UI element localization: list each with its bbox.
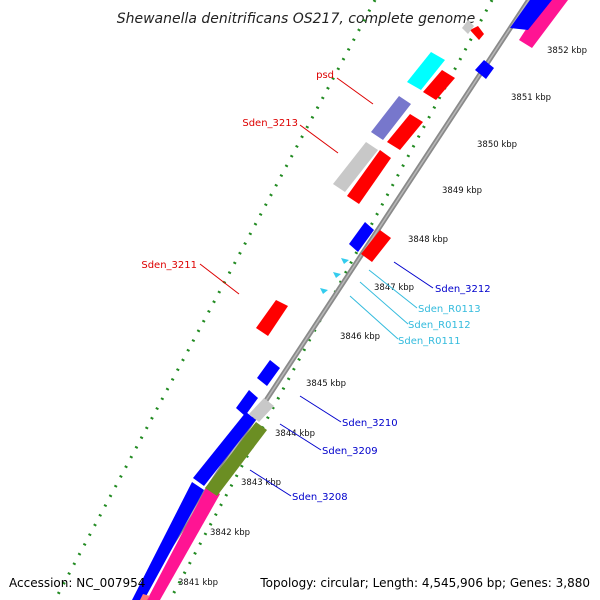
leader-sden3209 [279,423,322,451]
trna-r0113 [341,258,349,264]
feature-olive-track [205,422,267,496]
feature-pink-track [147,486,220,600]
label-sden-r0112: Sden_R0112 [408,320,471,331]
feature-red-1 [423,70,455,100]
feature-blue-5 [257,360,280,386]
label-sden-r0111: Sden_R0111 [398,336,461,347]
leader-sden3211 [199,263,240,295]
label-sden3213: Sden_3213 [242,118,298,129]
feature-grey-3209 [249,398,274,422]
kbp-tick-3850: 3850 kbp [477,140,517,150]
genome-title: Shewanella denitrificans OS217, complete… [117,11,476,27]
trna-r0112 [333,272,341,278]
feature-red-2 [387,114,423,150]
feature-blue-3208 [132,482,204,600]
topology-text: Topology: circular; Length: 4,545,906 bp… [259,576,590,590]
label-sden3211: Sden_3211 [141,260,197,271]
feature-red-3 [347,150,391,204]
feature-blue-3209 [193,412,256,486]
feature-purple-psd [371,96,411,140]
leader-sden3208 [249,469,292,497]
kbp-tick-3841: 3841 kbp [178,578,218,588]
kbp-tick-3849: 3849 kbp [442,186,482,196]
leader-psd [336,77,374,105]
feature-salmon-bottom [140,594,150,600]
label-sden3210: Sden_3210 [342,418,398,429]
feature-blue-3210 [236,390,258,416]
accession-text: Accession: NC_007954 [9,576,145,590]
feature-blue-3851 [475,60,494,79]
gc-dot-track-inner [53,0,377,600]
feature-red-sden3211 [256,300,288,336]
gene-labels: psd Sden_3213 Sden_3211 Sden_3212 Sden_R… [141,70,490,503]
other-features [140,20,474,600]
leader-r0111 [349,295,399,340]
reverse-strand-features [132,0,552,600]
label-sden3209: Sden_3209 [322,446,378,457]
feature-red-4 [361,230,391,262]
feature-blue-top [510,0,552,30]
leader-lines [199,77,434,497]
trna-r0111 [320,288,328,294]
feature-blue-3212 [349,222,374,252]
leader-r0112 [359,281,409,325]
kbp-tick-3851: 3851 kbp [511,93,551,103]
leader-sden3213 [299,124,339,154]
feature-grey-top [462,20,474,34]
label-psd: psd [316,70,334,81]
feature-grey-3213 [333,142,378,192]
kbp-tick-3843: 3843 kbp [241,478,281,488]
kbp-tick-3848: 3848 kbp [408,235,448,245]
leader-r0113 [368,269,418,309]
kbp-tick-3847: 3847 kbp [374,283,414,293]
kbp-tick-3845: 3845 kbp [306,379,346,389]
feature-pink-top [519,0,568,48]
leader-sden3210 [299,395,342,423]
feature-red-top [470,26,484,40]
leader-sden3212 [393,261,434,289]
kbp-tick-3842: 3842 kbp [210,528,250,538]
feature-cyan-rrna [407,52,445,90]
kbp-tick-3852: 3852 kbp [547,46,587,56]
forward-strand-features [147,0,568,600]
label-sden3208: Sden_3208 [292,492,348,503]
kbp-tick-3846: 3846 kbp [340,332,380,342]
label-sden3212: Sden_3212 [435,284,491,295]
label-sden-r0113: Sden_R0113 [418,304,481,315]
